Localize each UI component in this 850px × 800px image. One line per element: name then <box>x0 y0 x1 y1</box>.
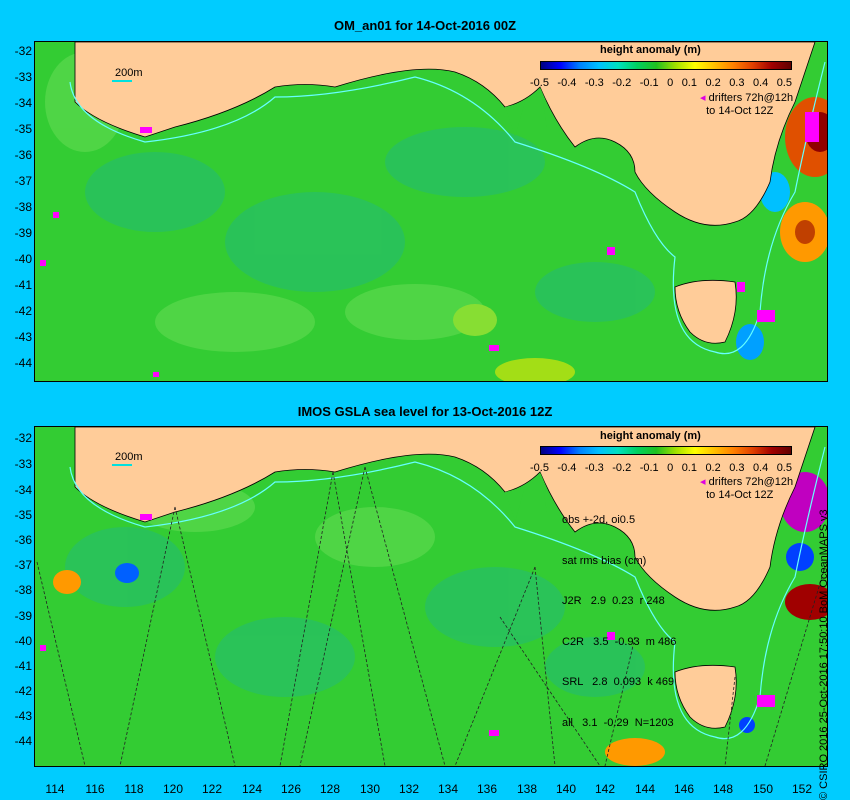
bottom-map-canvas <box>35 427 827 766</box>
bottom-colorbar-ticks: -0.5 -0.4 -0.3 -0.2 -0.1 0 0.1 0.2 0.3 0.4 0.5 <box>530 462 792 474</box>
drifter-icon: ◂ <box>700 476 706 488</box>
top-colorbar <box>540 61 792 70</box>
bottom-stats: obs +-2d, oi0.5 sat rms bias (cm) J2R 2.… <box>562 514 677 729</box>
top-panel-title: OM_an01 for 14-Oct-2016 00Z <box>333 18 517 33</box>
bottom-panel-title: IMOS GSLA sea level for 13-Oct-2016 12Z <box>297 404 553 419</box>
bottom-drifters-legend: ◂ drifters 72h@12h to 14-Oct 12Z <box>700 476 794 501</box>
top-scale-label: 200m <box>115 67 143 79</box>
bottom-legend-title: height anomaly (m) <box>600 430 701 442</box>
top-colorbar-ticks: -0.5 -0.4 -0.3 -0.2 -0.1 0 0.1 0.2 0.3 0.4 0.5 <box>530 77 792 89</box>
top-map[interactable] <box>34 41 828 382</box>
bottom-isobath-sample <box>112 464 132 466</box>
bottom-map[interactable] <box>34 426 828 767</box>
top-legend-title: height anomaly (m) <box>600 44 701 56</box>
top-drifters-legend: ◂ drifters 72h@12h to 14-Oct 12Z <box>700 92 794 117</box>
credit-text: © CSIRO 2016 25-Oct-2016 17:50:10 BoM Oc… <box>818 509 830 800</box>
top-isobath-sample <box>112 80 132 82</box>
bottom-scale-label: 200m <box>115 451 143 463</box>
drifter-icon: ◂ <box>700 92 706 104</box>
top-map-canvas <box>35 42 827 381</box>
bottom-colorbar <box>540 446 792 455</box>
